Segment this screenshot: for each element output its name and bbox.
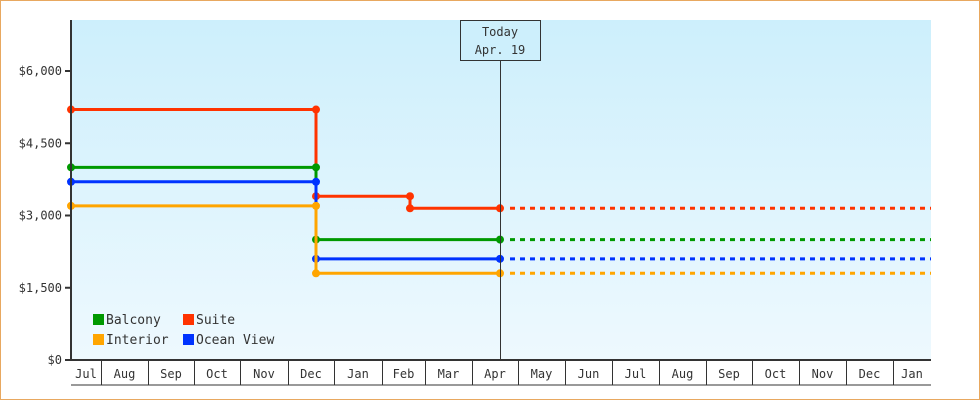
today-label: Today xyxy=(482,25,518,39)
y-tick-label: $3,000 xyxy=(19,209,62,223)
data-point[interactable] xyxy=(312,269,320,278)
y-tick-label: $0 xyxy=(48,353,62,367)
legend-item-balcony[interactable]: Balcony xyxy=(93,313,161,328)
x-tick-label: Nov xyxy=(812,367,834,381)
series-suite xyxy=(71,108,931,210)
y-tick-label: $4,500 xyxy=(19,136,62,150)
legend-item-interior[interactable]: Interior xyxy=(93,333,169,348)
x-tick-label: Jul xyxy=(75,367,97,381)
legend-label: Balcony xyxy=(106,313,161,328)
legend-swatch xyxy=(183,334,194,345)
legend-label: Interior xyxy=(106,333,169,348)
legend-swatch xyxy=(183,314,194,325)
legend-item-ocean-view[interactable]: Ocean View xyxy=(183,333,274,348)
x-tick-label: Mar xyxy=(438,367,460,381)
x-tick-label: Jan xyxy=(901,367,923,381)
today-label-box xyxy=(460,20,541,61)
legend-label: Suite xyxy=(196,313,235,328)
x-tick-label: Oct xyxy=(206,367,228,381)
data-point[interactable] xyxy=(312,105,320,114)
x-tick-label: Dec xyxy=(859,367,881,381)
legend-swatch xyxy=(93,314,104,325)
x-tick-label: May xyxy=(531,367,553,381)
data-point[interactable] xyxy=(312,177,320,186)
data-point[interactable] xyxy=(406,192,414,201)
series-interior xyxy=(71,204,931,275)
x-tick-label: Sep xyxy=(718,367,740,381)
x-tick-label: Dec xyxy=(300,367,322,381)
legend-item-suite[interactable]: Suite xyxy=(183,313,235,328)
x-tick-label: Aug xyxy=(114,367,136,381)
x-tick-label: Apr xyxy=(484,367,506,381)
data-point[interactable] xyxy=(312,201,320,210)
y-tick-label: $6,000 xyxy=(19,64,62,78)
data-point[interactable] xyxy=(312,163,320,172)
legend-swatch xyxy=(93,334,104,345)
data-point[interactable] xyxy=(406,204,414,213)
today-marker: Today Apr. 19 xyxy=(460,20,541,360)
x-tick-label: Oct xyxy=(765,367,787,381)
x-tick-label: Jul xyxy=(625,367,647,381)
legend-label: Ocean View xyxy=(196,333,274,348)
today-date: Apr. 19 xyxy=(475,43,526,57)
y-tick-label: $1,500 xyxy=(19,281,62,295)
series-line xyxy=(71,204,500,275)
x-tick-label: Jan xyxy=(347,367,369,381)
x-tick-label: Nov xyxy=(253,367,275,381)
x-tick-label: Jun xyxy=(578,367,600,381)
x-tick-label: Aug xyxy=(672,367,694,381)
x-tick-label: Feb xyxy=(393,367,415,381)
series-line xyxy=(71,108,500,210)
legend: Balcony Suite Interior Ocean View xyxy=(93,313,274,348)
x-tick-label: Sep xyxy=(160,367,182,381)
